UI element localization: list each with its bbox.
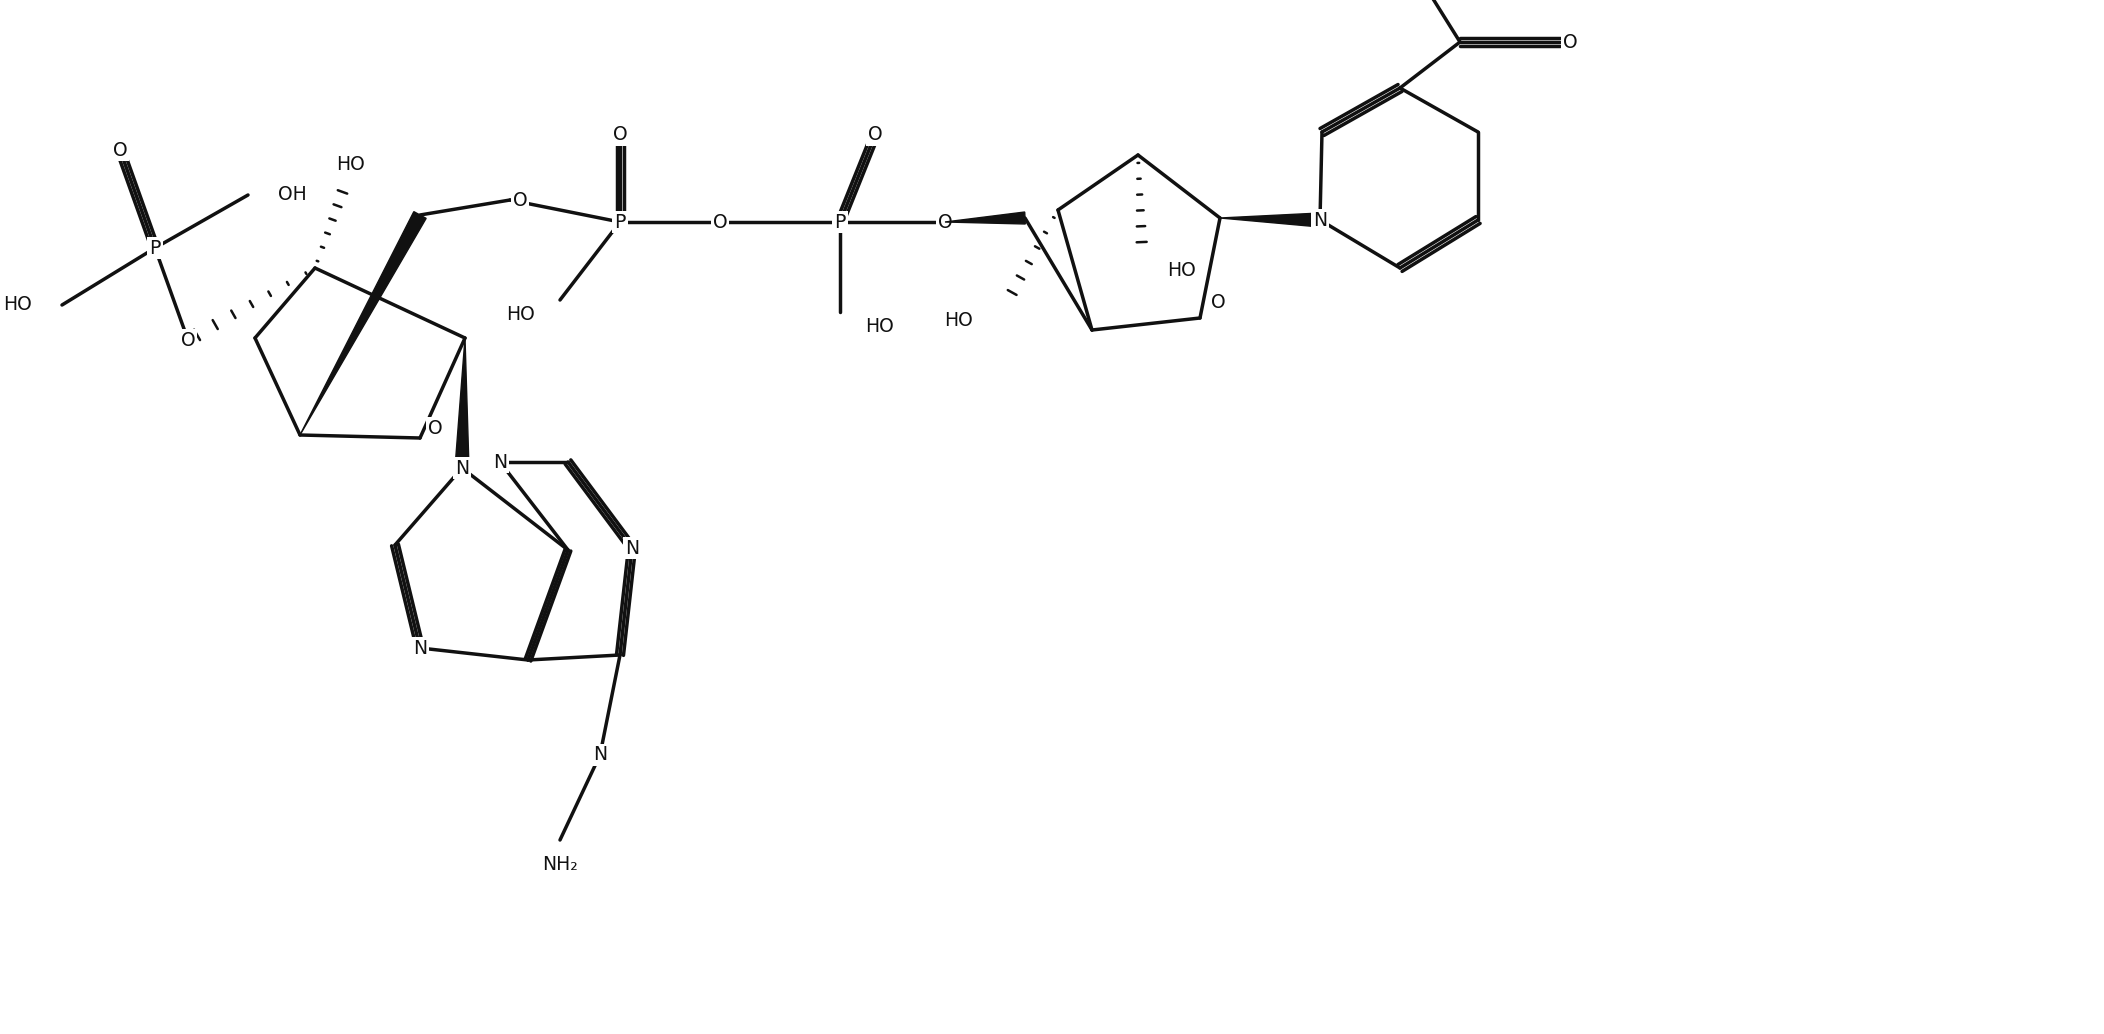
Text: N: N: [593, 746, 608, 764]
Polygon shape: [1220, 213, 1319, 227]
Text: N: N: [625, 539, 640, 557]
Text: OH: OH: [278, 185, 307, 205]
Text: O: O: [114, 141, 128, 159]
Text: O: O: [938, 213, 953, 232]
Polygon shape: [945, 212, 1025, 224]
Polygon shape: [454, 338, 469, 468]
Text: N: N: [492, 453, 507, 472]
Text: HO: HO: [4, 296, 32, 314]
Text: P: P: [835, 213, 846, 232]
Text: P: P: [614, 213, 625, 232]
Text: NH₂: NH₂: [543, 855, 579, 875]
Text: O: O: [513, 190, 528, 210]
Text: O: O: [612, 125, 627, 145]
Text: O: O: [427, 419, 442, 437]
Text: HO: HO: [865, 317, 894, 336]
Text: HO: HO: [945, 310, 972, 330]
Text: O: O: [713, 213, 728, 232]
Text: N: N: [454, 458, 469, 478]
Text: HO: HO: [507, 305, 534, 325]
Text: HO: HO: [337, 155, 364, 175]
Text: P: P: [149, 239, 160, 257]
Polygon shape: [301, 212, 427, 435]
Text: O: O: [1210, 294, 1225, 312]
Text: O: O: [867, 125, 882, 145]
Text: HO: HO: [1168, 261, 1195, 279]
Text: N: N: [1313, 211, 1328, 230]
Text: N: N: [412, 639, 427, 658]
Text: O: O: [181, 331, 196, 349]
Text: O: O: [1563, 32, 1578, 52]
